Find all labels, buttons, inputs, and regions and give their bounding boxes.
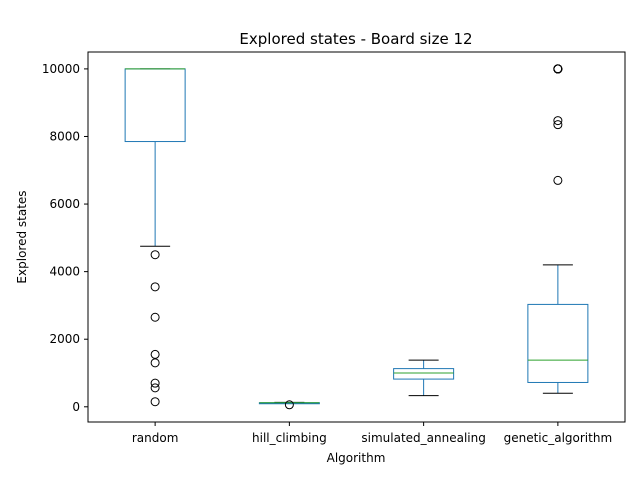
outlier-point [150, 312, 160, 322]
y-tick-label: 2000 [49, 332, 80, 346]
y-tick-label: 10000 [42, 62, 80, 76]
y-axis: 0 2000 4000 6000 8000 10000 [42, 62, 88, 414]
x-axis: random hill_climbing simulated_annealing ge… [132, 422, 612, 445]
box-group-random [124, 68, 186, 407]
box-iqr [393, 368, 455, 380]
outlier-point [553, 175, 563, 185]
plot-area [124, 64, 589, 410]
y-tick-label: 0 [72, 400, 80, 414]
y-tick-label: 6000 [49, 197, 80, 211]
outlier-point [150, 358, 160, 368]
outlier-point [553, 116, 563, 126]
box-iqr [527, 303, 589, 383]
chart-title: Explored states - Board size 12 [239, 30, 472, 48]
box-group-simulated_annealing [393, 359, 455, 397]
x-tick-label: hill_climbing [252, 431, 327, 445]
y-tick-label: 8000 [49, 129, 80, 143]
outlier-point [150, 378, 160, 388]
outlier-point [150, 383, 160, 393]
outlier-point [150, 397, 160, 407]
x-tick-label: genetic_algorithm [504, 431, 613, 445]
outlier-point [150, 282, 160, 292]
outlier-point [150, 250, 160, 260]
y-tick-label: 4000 [49, 265, 80, 279]
y-axis-label: Explored states [15, 190, 29, 283]
box-group-hill_climbing [258, 400, 320, 410]
box-group-genetic_algorithm [527, 64, 589, 394]
outlier-point [553, 120, 563, 130]
axes-frame [87, 51, 626, 423]
outlier-point [284, 400, 294, 410]
outlier-point [553, 64, 563, 74]
x-tick-label: random [132, 431, 179, 445]
x-axis-label: Algorithm [327, 451, 386, 465]
x-tick-label: simulated_annealing [361, 431, 485, 445]
